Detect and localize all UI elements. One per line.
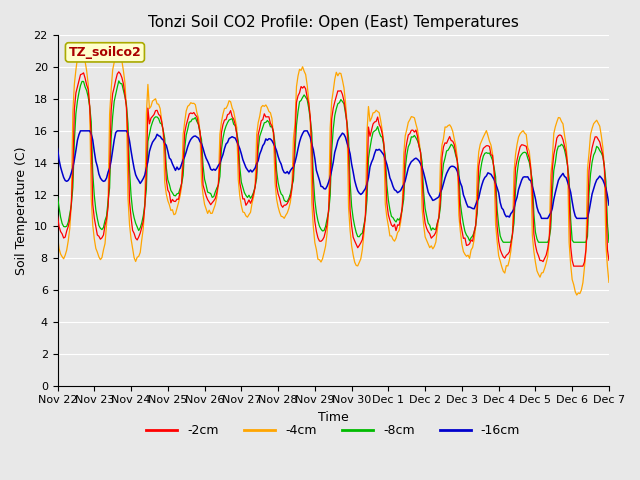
X-axis label: Time: Time xyxy=(318,411,349,424)
Text: TZ_soilco2: TZ_soilco2 xyxy=(68,46,141,59)
Y-axis label: Soil Temperature (C): Soil Temperature (C) xyxy=(15,146,28,275)
Title: Tonzi Soil CO2 Profile: Open (East) Temperatures: Tonzi Soil CO2 Profile: Open (East) Temp… xyxy=(148,15,518,30)
Legend: -2cm, -4cm, -8cm, -16cm: -2cm, -4cm, -8cm, -16cm xyxy=(141,420,525,442)
